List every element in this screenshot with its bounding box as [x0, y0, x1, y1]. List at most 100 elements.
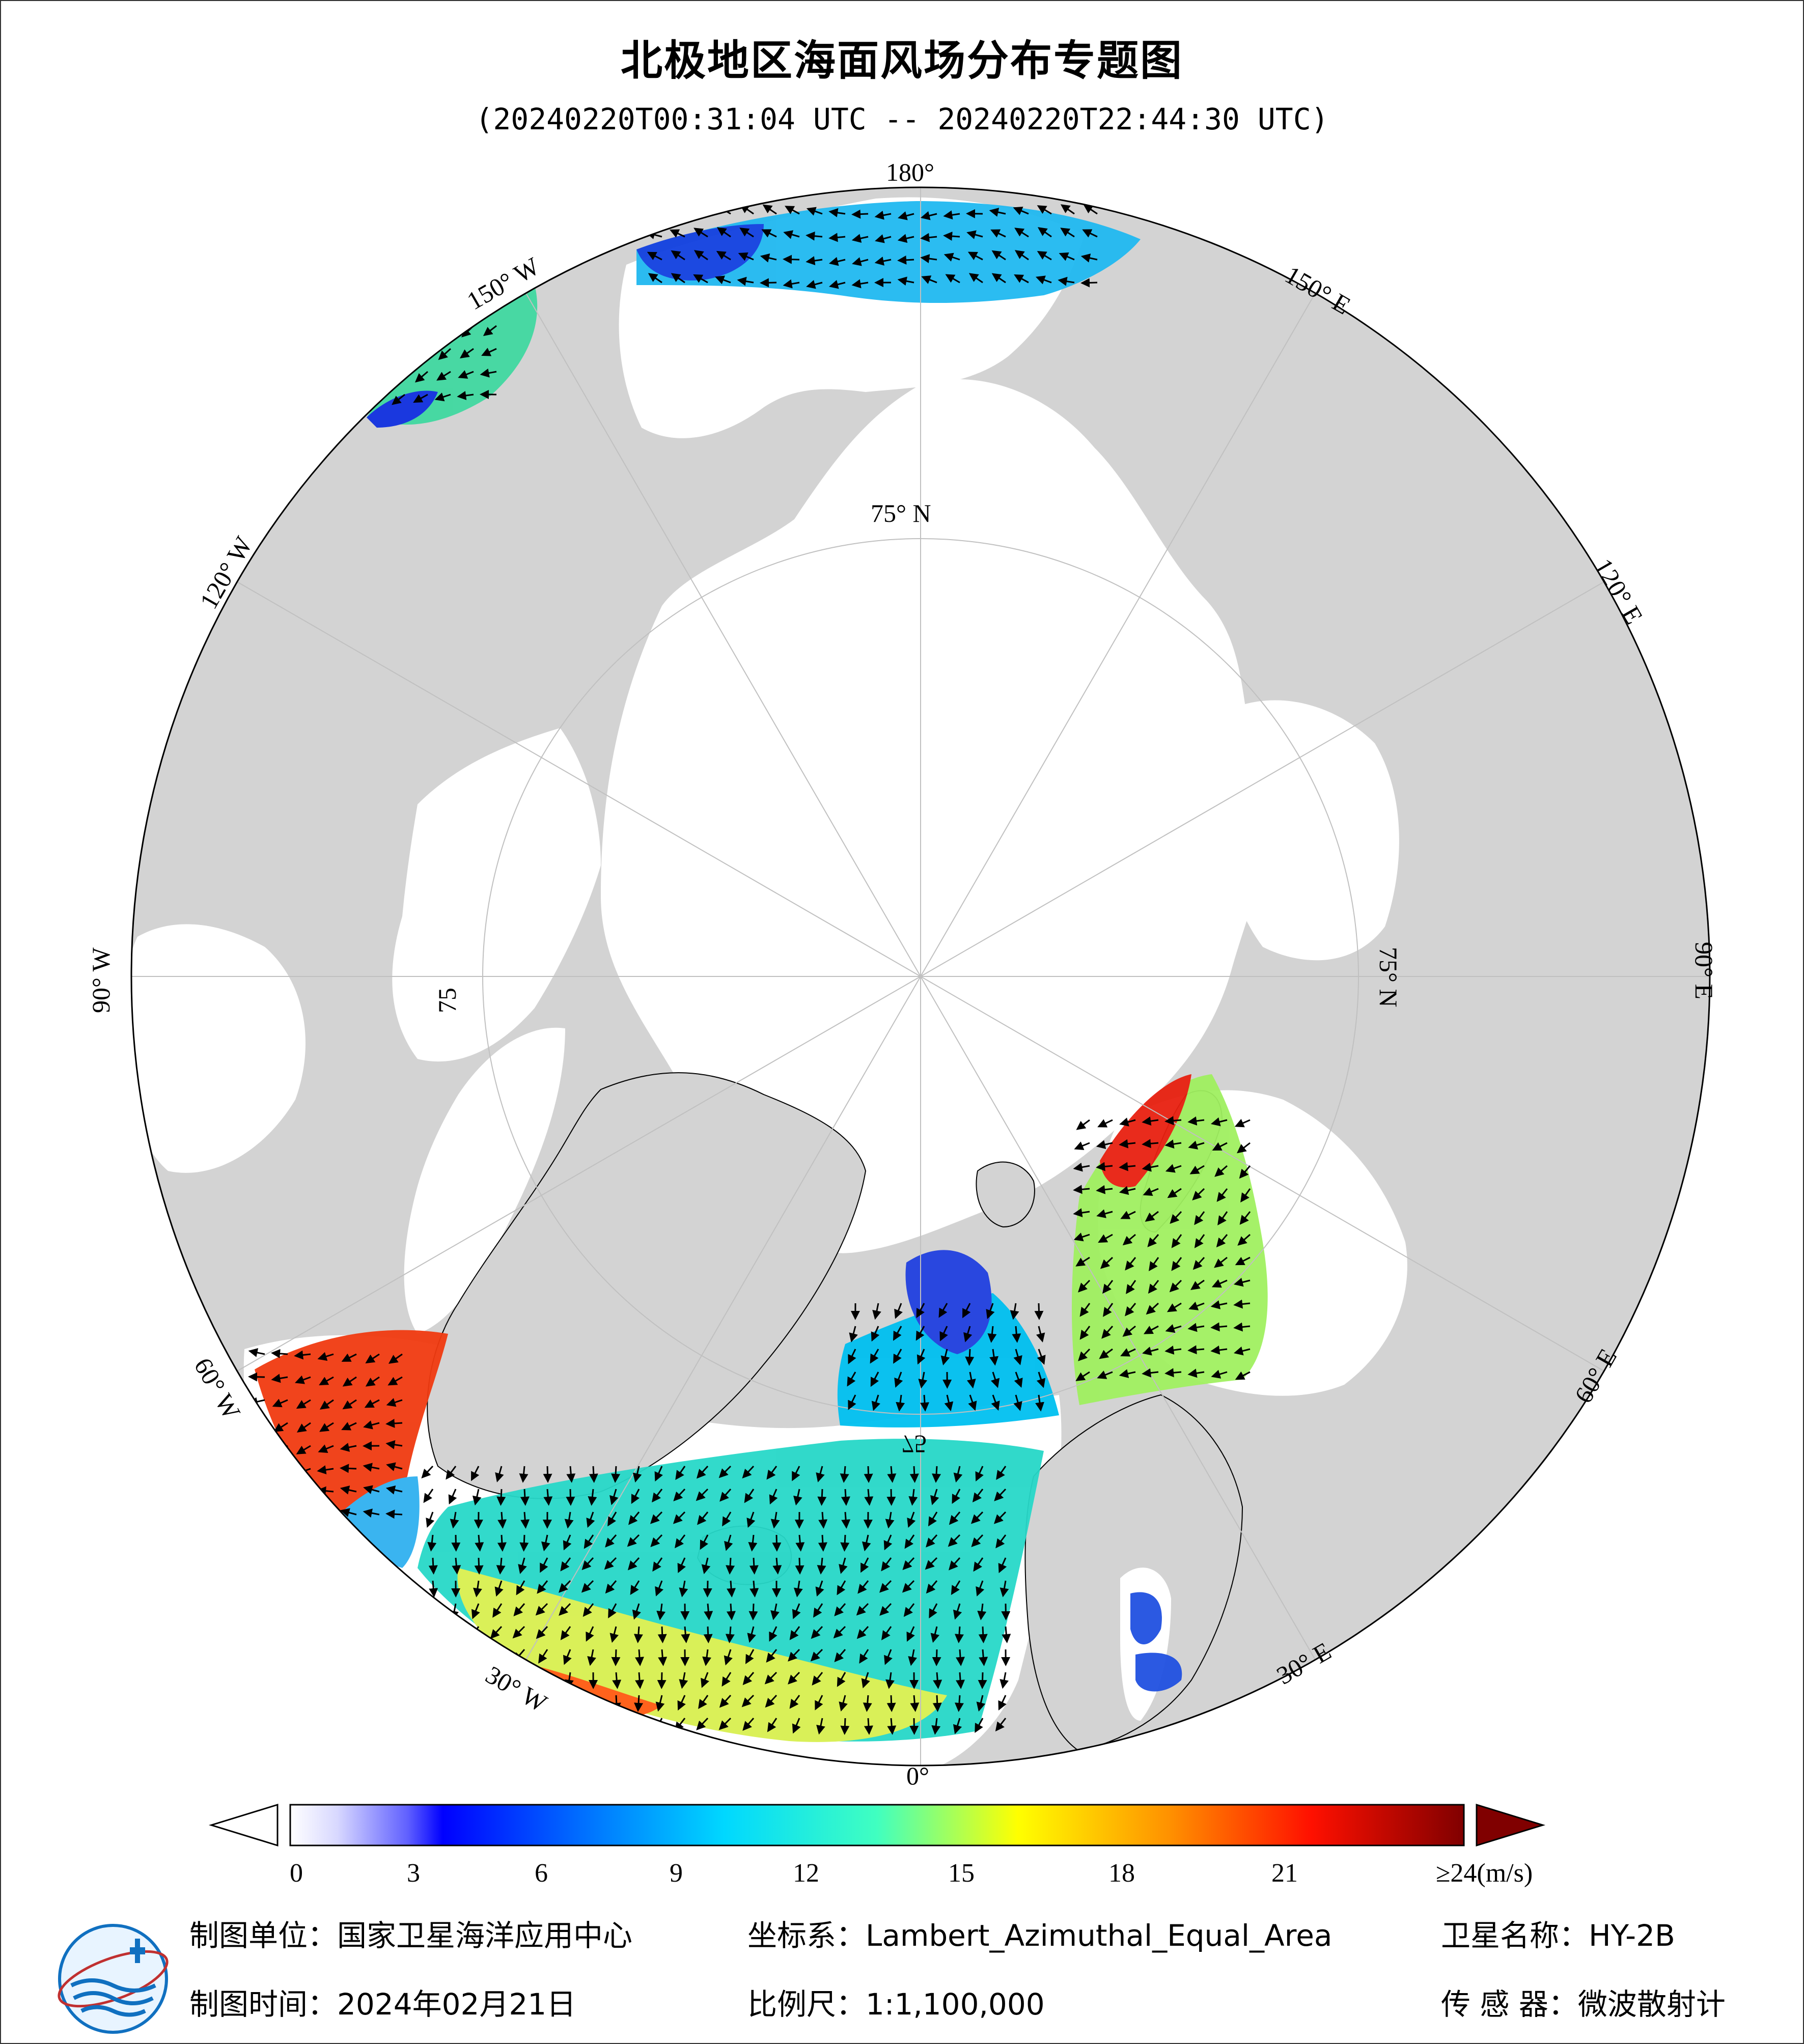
- wind-arrow: [1212, 1142, 1228, 1151]
- wind-arrow: [894, 1371, 903, 1388]
- wind-arrow: [317, 1508, 334, 1518]
- wind-arrow: [806, 207, 823, 216]
- wind-arrow: [746, 1511, 756, 1528]
- wind-arrow: [423, 1489, 434, 1503]
- wind-arrow: [415, 348, 429, 361]
- wind-arrow: [428, 1603, 437, 1620]
- wind-arrow: [632, 1603, 642, 1620]
- wind-arrow: [581, 1580, 594, 1593]
- wind-arrow: [909, 1466, 919, 1483]
- wind-arrow: [817, 1557, 826, 1575]
- wind-arrow: [848, 1394, 856, 1410]
- baffin-bay: [404, 1027, 565, 1334]
- wind-arrow: [987, 1326, 997, 1343]
- wind-arrow: [833, 1626, 846, 1639]
- wind-arrow: [693, 274, 708, 284]
- wind-arrow: [518, 1557, 527, 1574]
- wind-arrow: [443, 1671, 457, 1685]
- wind-arrow: [893, 1349, 902, 1364]
- wind-arrow: [273, 1445, 288, 1455]
- swath-baltic-blue: [1130, 1592, 1182, 1692]
- wind-vectors: [248, 204, 1251, 1735]
- wind-arrow: [446, 1466, 457, 1480]
- wind-arrow: [767, 1718, 778, 1732]
- wind-arrow: [1075, 1371, 1090, 1381]
- wind-arrow: [897, 255, 914, 265]
- wind-arrow: [520, 1489, 530, 1506]
- wind-arrow: [295, 1375, 311, 1384]
- wind-arrow: [436, 371, 451, 381]
- wind-arrow: [916, 1303, 925, 1319]
- wind-arrow: [769, 1626, 778, 1642]
- wind-arrow: [864, 1466, 873, 1483]
- wind-arrow: [609, 1626, 619, 1643]
- wind-arrow: [472, 1489, 482, 1506]
- wind-arrow: [839, 1695, 848, 1712]
- wind-arrow: [1235, 1371, 1251, 1380]
- wind-arrow: [970, 1511, 984, 1524]
- wind-arrow: [1013, 1349, 1022, 1365]
- wind-arrow: [392, 348, 406, 360]
- wind-arrow: [589, 1695, 599, 1712]
- wind-arrow: [1239, 1165, 1251, 1179]
- wind-arrow: [861, 1672, 870, 1689]
- wind-arrow: [806, 256, 823, 265]
- wind-arrow: [249, 1422, 265, 1431]
- wind-arrow: [385, 1419, 403, 1428]
- wind-arrow: [363, 1485, 380, 1494]
- wind-arrow: [1073, 1185, 1090, 1194]
- wind-arrow: [1119, 1139, 1136, 1149]
- wind-arrow: [874, 210, 892, 220]
- wind-arrow: [445, 1649, 457, 1663]
- wind-arrow: [1073, 1208, 1090, 1218]
- wind-arrow: [1142, 1368, 1159, 1378]
- wind-arrow: [566, 1466, 576, 1483]
- wind-arrow: [271, 1349, 288, 1358]
- wind-arrow: [1164, 1368, 1182, 1378]
- wind-arrow: [607, 1511, 617, 1527]
- wind-arrow: [897, 234, 914, 243]
- wind-arrow: [872, 1303, 881, 1320]
- wind-arrow: [859, 1649, 869, 1664]
- wind-arrow: [560, 1626, 571, 1640]
- wind-arrow: [1079, 1326, 1091, 1340]
- wind-arrow: [426, 1626, 436, 1643]
- wind-arrow: [516, 1580, 525, 1595]
- wind-arrow: [925, 1557, 938, 1570]
- wind-arrow: [1234, 1118, 1251, 1128]
- lat-label-75-right: 75° N: [1374, 947, 1403, 1007]
- wind-arrow: [894, 1303, 903, 1319]
- wind-arrow: [870, 1371, 879, 1387]
- wind-arrow: [1122, 1325, 1136, 1337]
- wind-arrow: [458, 370, 474, 379]
- wind-arrow: [841, 1489, 850, 1506]
- wind-arrow: [427, 1534, 437, 1552]
- wind-arrow: [792, 1603, 801, 1619]
- wind-arrow: [1170, 1211, 1182, 1224]
- wind-arrow: [496, 1489, 506, 1506]
- wind-arrow: [1148, 1257, 1159, 1271]
- wind-arrow: [413, 394, 428, 403]
- colorbar-tick: 21: [1271, 1859, 1298, 1888]
- wind-arrow: [861, 1557, 869, 1573]
- wind-arrow: [789, 1695, 800, 1709]
- wind-arrow: [497, 1534, 507, 1552]
- wind-arrow: [1000, 1580, 1009, 1598]
- wind-arrow: [1210, 1345, 1228, 1355]
- wind-arrow: [438, 348, 452, 360]
- wind-arrow: [693, 250, 708, 261]
- colorbar-tick: 3: [407, 1859, 420, 1888]
- wind-arrow: [770, 1603, 780, 1620]
- wind-arrow: [977, 1603, 987, 1620]
- wind-arrow: [929, 1603, 938, 1619]
- wind-arrow: [656, 1603, 666, 1620]
- wind-arrow: [742, 1672, 755, 1686]
- wind-arrow: [917, 1349, 926, 1365]
- wind-arrow: [543, 1466, 552, 1483]
- map-outline: [130, 186, 1711, 1767]
- wind-arrow: [875, 234, 892, 243]
- wind-arrow: [966, 230, 983, 239]
- wind-arrow: [816, 1718, 825, 1735]
- wind-arrow: [1079, 1303, 1091, 1317]
